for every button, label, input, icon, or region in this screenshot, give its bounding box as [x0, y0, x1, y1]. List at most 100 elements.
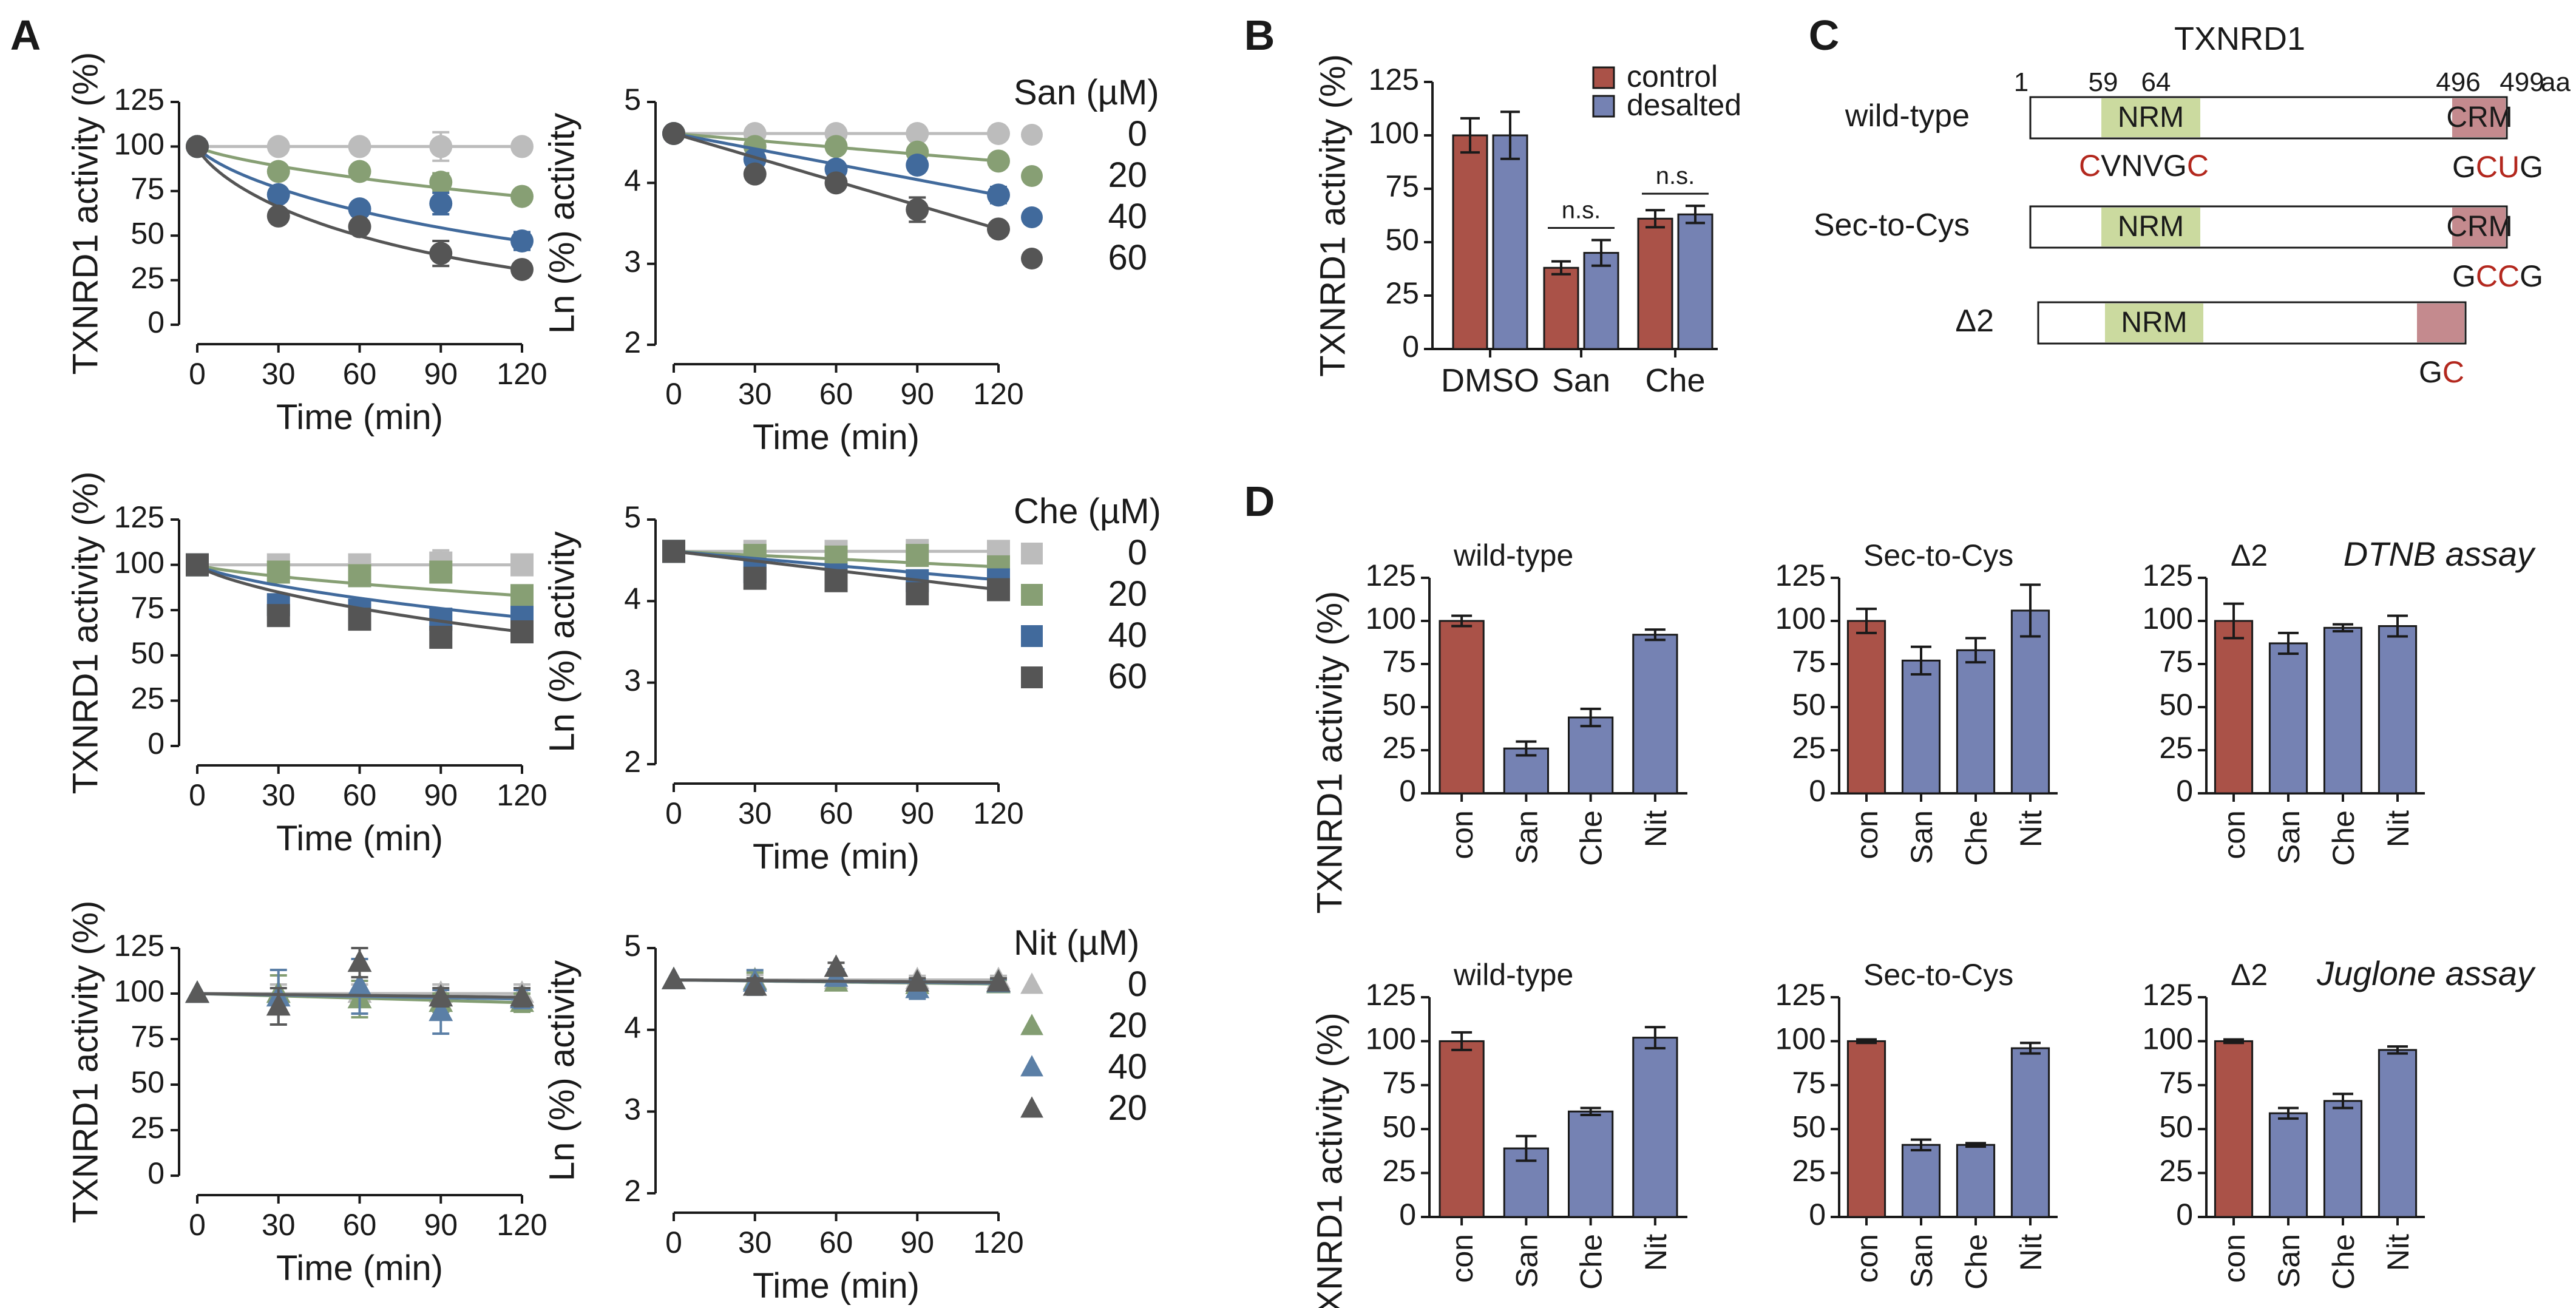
data-point — [905, 969, 930, 992]
data-point — [510, 620, 534, 644]
data-point — [266, 183, 290, 206]
y-tick-label: 50 — [130, 1065, 164, 1099]
x-tick-label: Nit — [2381, 810, 2415, 847]
x-tick-label: Che — [1959, 810, 1993, 866]
data-point — [662, 122, 685, 145]
bar — [1846, 620, 1886, 795]
y-tick-label: 75 — [130, 1020, 164, 1054]
y-tick-label: 0 — [147, 1156, 164, 1190]
y-tick-label: 3 — [624, 1093, 641, 1127]
data-point — [510, 584, 534, 608]
panel-label-c: C — [1809, 12, 1840, 59]
y-tick-label: 25 — [1792, 1154, 1826, 1188]
x-tick-label: 0 — [189, 1208, 206, 1242]
y-tick-label: 50 — [1382, 1110, 1416, 1144]
x-tick-label: 30 — [262, 357, 296, 391]
y-tick-label: 4 — [624, 164, 641, 198]
data-point — [510, 257, 534, 281]
x-tick-label: 120 — [973, 796, 1023, 830]
y-tick-label: 125 — [1369, 63, 1419, 97]
y-tick-label: 75 — [1792, 1066, 1826, 1100]
y-tick-label: 100 — [2143, 601, 2193, 635]
chart-D_jug_d2: 0 25 50 75 100 125 con San Che Nit Δ2 — [2143, 958, 2425, 1290]
data-point — [906, 582, 929, 606]
data-point — [510, 553, 534, 577]
y-tick-label: 0 — [147, 727, 164, 761]
nrm-label: NRM — [2121, 307, 2187, 339]
y-axis-label: Ln (%) activity — [542, 113, 581, 334]
legend-entry: 0 — [1128, 114, 1147, 154]
legend-title: San (µM) — [1014, 73, 1159, 112]
diagram-title: TXNRD1 — [2174, 21, 2305, 57]
y-tick-label: 50 — [1382, 688, 1416, 722]
bar — [2268, 642, 2308, 795]
x-tick-label: San — [1905, 810, 1939, 864]
residue: G — [2452, 150, 2476, 184]
data-point — [510, 229, 534, 253]
y-tick-label: 4 — [624, 1011, 641, 1045]
construct-label: Δ2 — [1955, 303, 1994, 339]
y-tick-label: 5 — [624, 83, 641, 117]
y-tick-label: 125 — [2143, 978, 2193, 1012]
chart-D_jug_sec: 0 25 50 75 100 125 con San Che Nit Sec-to-Cys — [1775, 958, 2058, 1290]
y-axis-label: TXNRD1 activity (%) — [66, 52, 105, 375]
y-tick-label: 25 — [130, 1111, 164, 1145]
legend-entry: 0 — [1128, 533, 1147, 572]
bar — [1632, 634, 1678, 795]
bar — [1901, 659, 1941, 795]
legend-marker — [1020, 972, 1043, 994]
x-tick-label: San — [1510, 1234, 1544, 1288]
legend-marker — [1021, 206, 1043, 228]
y-tick-label: 0 — [147, 305, 164, 339]
data-point — [429, 625, 453, 649]
chart-A_che_activity: 0 25 50 75 100 125 0 30 60 90 120 Time (min) TXNRD1 … — [66, 472, 547, 858]
legend-entry: desalted — [1627, 88, 1741, 122]
y-tick-label: 75 — [2159, 1066, 2193, 1100]
fit-line — [196, 563, 523, 619]
y-tick-label: 125 — [114, 500, 164, 534]
bar — [1901, 1144, 1941, 1218]
significance-label: n.s. — [1656, 163, 1695, 189]
chart-A_che_ln: 2 3 4 5 0 30 60 90 120 Time (min) Ln (%) activity — [542, 500, 1023, 876]
x-tick-label: 60 — [343, 357, 377, 391]
y-tick-label: 125 — [2143, 558, 2193, 592]
sequence-motif: CVNVGC — [2079, 149, 2209, 183]
bar — [1503, 1147, 1549, 1218]
x-tick-label: 60 — [819, 1225, 853, 1259]
y-tick-label: 125 — [114, 83, 164, 117]
x-axis-label: Time (min) — [276, 1249, 443, 1288]
bar — [2010, 1047, 2050, 1218]
chart-title: wild-type — [1453, 958, 1573, 992]
y-tick-label: 125 — [1775, 978, 1826, 1012]
x-axis-label: Time (min) — [276, 398, 443, 437]
x-tick-label: con — [1850, 1234, 1884, 1283]
y-tick-label: 25 — [1792, 731, 1826, 765]
bar — [2214, 620, 2254, 795]
y-tick-label: 25 — [130, 682, 164, 716]
x-tick-label: 30 — [738, 796, 772, 830]
legend-entry: 40 — [1108, 197, 1147, 236]
x-tick-label: 120 — [497, 778, 547, 812]
x-tick-label: San — [1905, 1234, 1939, 1288]
data-point — [429, 135, 453, 158]
y-axis-label: TXNRD1 activity (%) — [1313, 54, 1352, 377]
bar — [2268, 1112, 2308, 1218]
x-tick-label: 120 — [497, 1208, 547, 1242]
data-point — [987, 149, 1010, 173]
data-point — [510, 135, 534, 158]
data-point — [906, 198, 929, 222]
position-label: aa — [2541, 67, 2571, 97]
x-axis-label: Time (min) — [753, 1266, 920, 1306]
x-tick-label: 90 — [900, 377, 934, 411]
x-tick-label: 30 — [262, 778, 296, 812]
legend-marker — [1021, 666, 1043, 688]
legend-title: Che (µM) — [1014, 492, 1161, 531]
data-point — [510, 984, 534, 1007]
y-tick-label: 125 — [1366, 978, 1416, 1012]
chart-title: Δ2 — [2231, 538, 2268, 572]
x-tick-label: con — [2217, 1234, 2251, 1283]
data-point — [348, 160, 371, 183]
position-label: 59 — [2089, 67, 2118, 97]
